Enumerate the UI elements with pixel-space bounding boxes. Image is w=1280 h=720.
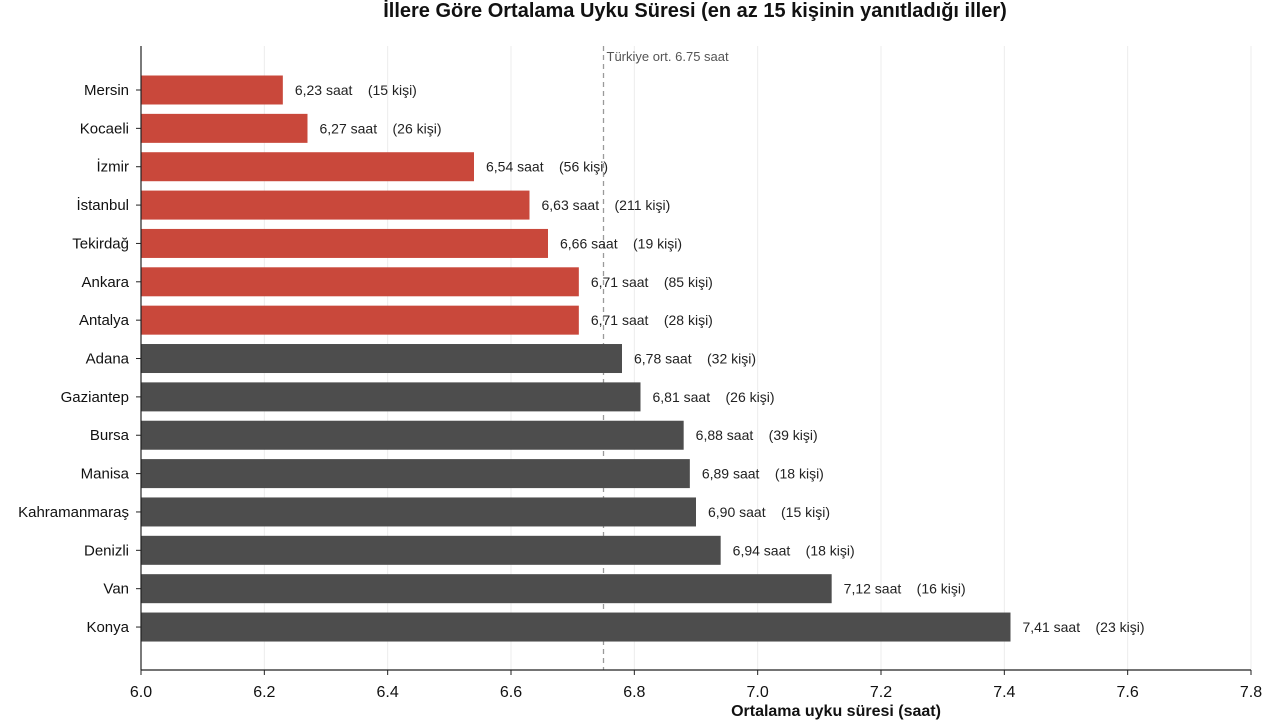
category-label: Denizli (84, 542, 129, 559)
bar (141, 382, 641, 412)
category-label: Ankara (81, 274, 129, 291)
category-label: Adana (86, 351, 130, 368)
x-tick-label: 7.2 (870, 684, 892, 701)
bar (141, 75, 283, 105)
count-label: (26 kişi) (393, 120, 442, 136)
value-label: 6,89 saat (702, 466, 760, 482)
category-label: Antalya (79, 312, 130, 329)
count-label: (28 kişi) (664, 312, 713, 328)
value-label: 6,71 saat (591, 312, 649, 328)
count-label: (211 kişi) (615, 197, 671, 213)
category-label: İstanbul (76, 196, 129, 214)
average-reference-label: Türkiye ort. 6.75 saat (607, 49, 729, 64)
count-label: (18 kişi) (775, 466, 824, 482)
value-label: 6,27 saat (320, 120, 378, 136)
bars (141, 75, 1011, 642)
value-label: 7,41 saat (1023, 619, 1081, 635)
x-tick-label: 6.6 (500, 684, 522, 701)
bar (141, 190, 530, 220)
labels: 6.0 6.2 6.4 6.6 6.8 7.0 7.2 7.4 7.6 7.8 Mersin 6,23… (18, 82, 1262, 701)
count-label: (16 kişi) (917, 581, 966, 597)
value-label: 6,63 saat (542, 197, 600, 213)
x-tick-label: 7.0 (747, 684, 769, 701)
value-label: 6,54 saat (486, 159, 544, 175)
value-label: 6,78 saat (634, 351, 692, 367)
bar (141, 344, 622, 374)
category-label: Konya (86, 619, 129, 636)
bar (141, 459, 690, 489)
category-label: İzmir (97, 158, 130, 176)
bar (141, 497, 696, 527)
bar (141, 612, 1011, 642)
bar (141, 113, 308, 143)
category-label: Kocaeli (80, 120, 129, 137)
x-tick-label: 7.4 (993, 684, 1015, 701)
value-label: 6,23 saat (295, 82, 353, 98)
count-label: (32 kişi) (707, 351, 756, 367)
category-label: Kahramanmaraş (18, 504, 129, 521)
bar (141, 228, 548, 258)
x-tick-label: 6.4 (377, 684, 399, 701)
count-label: (26 kişi) (726, 389, 775, 405)
value-label: 6,94 saat (733, 542, 791, 558)
count-label: (85 kişi) (664, 274, 713, 290)
category-label: Bursa (90, 427, 130, 444)
value-label: 6,81 saat (653, 389, 711, 405)
value-label: 7,12 saat (844, 581, 902, 597)
count-label: (15 kişi) (781, 504, 830, 520)
chart-title: İllere Göre Ortalama Uyku Süresi (en az … (383, 0, 1007, 22)
x-tick-label: 6.0 (130, 684, 152, 701)
count-label: (19 kişi) (633, 235, 682, 251)
category-label: Gaziantep (61, 389, 129, 406)
count-label: (39 kişi) (769, 427, 818, 443)
bar (141, 267, 579, 297)
count-label: (23 kişi) (1096, 619, 1145, 635)
average-reference: Türkiye ort. 6.75 saat (602, 46, 729, 670)
x-tick-label: 7.6 (1117, 684, 1139, 701)
value-label: 6,71 saat (591, 274, 649, 290)
bar (141, 305, 579, 335)
bar (141, 420, 684, 450)
x-tick-label: 7.8 (1240, 684, 1262, 701)
bar (141, 574, 832, 604)
category-label: Mersin (84, 82, 129, 99)
bar (141, 535, 721, 565)
category-label: Manisa (81, 466, 130, 483)
category-label: Tekirdağ (72, 235, 129, 252)
x-tick-label: 6.2 (253, 684, 275, 701)
x-tick-label: 6.8 (623, 684, 645, 701)
count-label: (15 kişi) (368, 82, 417, 98)
value-label: 6,66 saat (560, 235, 618, 251)
axes (140, 46, 1251, 671)
count-label: (18 kişi) (806, 542, 855, 558)
category-label: Van (103, 581, 129, 598)
bar (141, 152, 474, 182)
x-axis-title: Ortalama uyku süresi (saat) (731, 703, 941, 720)
value-label: 6,90 saat (708, 504, 766, 520)
count-label: (56 kişi) (559, 159, 608, 175)
value-label: 6,88 saat (696, 427, 754, 443)
